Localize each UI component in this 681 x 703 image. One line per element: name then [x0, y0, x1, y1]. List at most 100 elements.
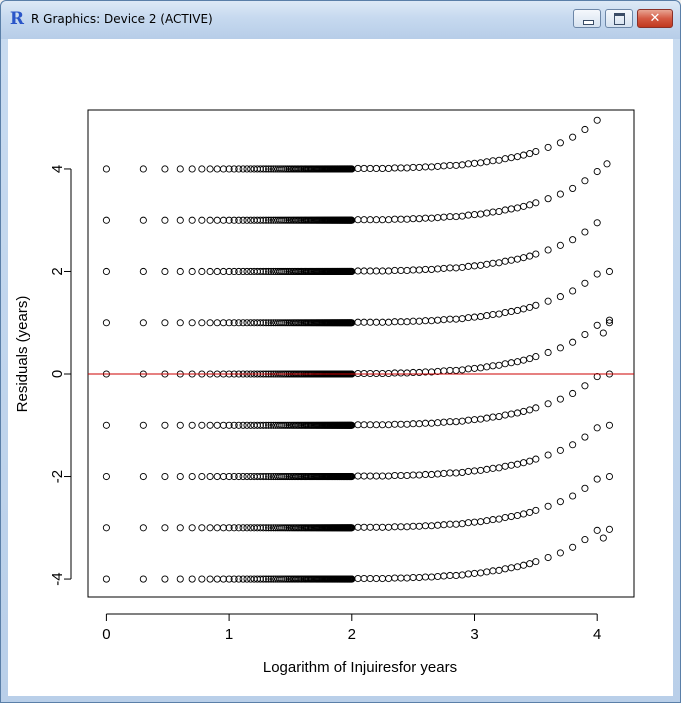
- title-bar[interactable]: R R Graphics: Device 2 (ACTIVE) ✕: [1, 1, 680, 39]
- data-point: [434, 572, 442, 581]
- data-point: [219, 216, 228, 224]
- data-point: [593, 270, 601, 278]
- data-point: [440, 367, 448, 375]
- data-point: [235, 575, 243, 583]
- data-point: [354, 523, 362, 531]
- data-point: [360, 523, 368, 531]
- x-tick-label: 1: [225, 626, 233, 643]
- data-point: [421, 522, 429, 530]
- data-point: [569, 236, 577, 244]
- data-point: [378, 318, 387, 326]
- data-point: [262, 421, 270, 429]
- data-point: [280, 575, 288, 583]
- data-point: [569, 441, 577, 449]
- data-point: [446, 520, 454, 528]
- data-point: [225, 524, 233, 532]
- data-point: [452, 571, 460, 580]
- data-point: [239, 165, 247, 173]
- data-point: [532, 199, 540, 207]
- data-point: [458, 366, 466, 374]
- data-point: [176, 472, 184, 481]
- data-point: [464, 314, 472, 322]
- data-point: [139, 421, 147, 429]
- maximize-button[interactable]: [605, 9, 633, 28]
- data-point: [520, 561, 528, 569]
- data-point: [599, 534, 607, 542]
- data-point: [243, 216, 251, 224]
- data-point: [198, 524, 206, 532]
- data-point: [239, 575, 247, 583]
- close-button[interactable]: ✕: [637, 9, 673, 28]
- data-point: [446, 571, 454, 580]
- data-point: [464, 416, 472, 424]
- minimize-button[interactable]: [573, 9, 601, 28]
- data-point: [440, 521, 448, 529]
- data-point: [397, 471, 405, 480]
- data-point: [259, 472, 267, 481]
- data-point: [532, 301, 540, 309]
- data-point: [378, 369, 387, 378]
- data-point: [532, 558, 540, 566]
- data-point: [198, 421, 206, 429]
- data-point: [139, 267, 147, 276]
- data-point: [440, 469, 448, 478]
- data-point: [354, 369, 362, 378]
- data-point: [265, 267, 273, 276]
- data-point: [102, 421, 110, 429]
- data-point: [477, 466, 485, 474]
- close-icon: ✕: [649, 11, 661, 26]
- data-point: [265, 524, 273, 532]
- data-point: [415, 471, 423, 479]
- data-point: [372, 216, 380, 224]
- data-point: [544, 297, 552, 305]
- data-point: [409, 317, 417, 325]
- data-point: [434, 214, 442, 222]
- data-point: [235, 421, 243, 429]
- data-point: [452, 213, 460, 221]
- data-point: [452, 161, 460, 169]
- data-point: [501, 565, 509, 573]
- data-point: [280, 165, 288, 173]
- data-point: [526, 150, 534, 158]
- data-point: [213, 319, 221, 327]
- data-point: [188, 165, 196, 173]
- graphics-device-canvas: 0 1 2 3 4 -4 -2 0 2 4 Logarithm of Injuiresfor y…: [8, 39, 673, 696]
- data-point: [513, 511, 521, 520]
- data-point: [428, 214, 436, 222]
- data-point: [483, 568, 491, 576]
- data-point: [235, 319, 243, 327]
- data-point: [603, 160, 611, 168]
- data-point: [225, 319, 233, 327]
- data-point: [239, 472, 247, 481]
- data-point: [421, 573, 429, 581]
- data-point: [489, 464, 497, 472]
- residual-band: [102, 116, 601, 173]
- data-point: [507, 205, 515, 213]
- data-point: [239, 524, 247, 532]
- data-point: [198, 472, 206, 481]
- data-point: [452, 520, 460, 528]
- data-point: [415, 368, 423, 377]
- data-point: [507, 359, 515, 367]
- data-point: [556, 241, 564, 249]
- data-point: [102, 575, 110, 583]
- data-point: [532, 506, 540, 514]
- data-point: [470, 467, 479, 475]
- data-point: [188, 421, 196, 429]
- data-point: [267, 319, 275, 327]
- data-point: [176, 319, 184, 327]
- data-point: [280, 421, 288, 429]
- data-point: [507, 256, 515, 264]
- data-point: [243, 524, 251, 532]
- data-point: [360, 216, 368, 224]
- data-point: [235, 165, 243, 173]
- data-point: [385, 216, 393, 224]
- data-point: [520, 305, 528, 313]
- data-point: [235, 524, 243, 532]
- data-point: [391, 369, 399, 377]
- data-point: [526, 457, 534, 465]
- data-point: [434, 419, 442, 427]
- data-point: [230, 267, 238, 276]
- data-point: [259, 575, 267, 583]
- data-point: [489, 259, 497, 267]
